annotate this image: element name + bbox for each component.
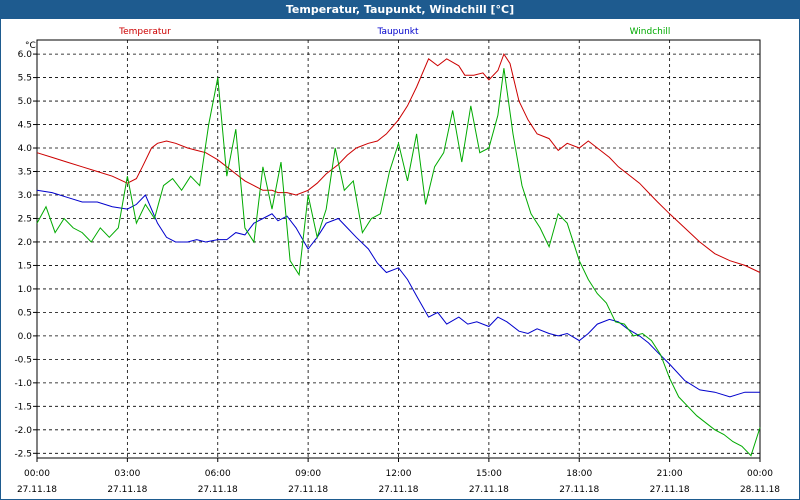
y-tick-label: -1.0 bbox=[14, 379, 32, 389]
legend-taupunkt: Taupunkt bbox=[376, 27, 419, 37]
y-tick-label: -0.5 bbox=[14, 355, 32, 365]
x-tick-date: 27.11.18 bbox=[469, 485, 509, 495]
x-tick-date: 27.11.18 bbox=[107, 485, 147, 495]
window-title: Temperatur, Taupunkt, Windchill [°C] bbox=[1, 1, 799, 19]
y-tick-label: 1.5 bbox=[18, 261, 32, 271]
y-tick-label: 1.0 bbox=[18, 285, 33, 295]
x-tick-time: 12:00 bbox=[386, 469, 412, 479]
x-tick-date: 28.11.18 bbox=[740, 485, 780, 495]
x-tick-time: 00:00 bbox=[747, 469, 773, 479]
y-tick-label: 5.5 bbox=[18, 74, 32, 84]
series-lines bbox=[36, 52, 761, 457]
y-tick-label: 3.0 bbox=[18, 191, 33, 201]
x-tick-time: 06:00 bbox=[205, 469, 231, 479]
y-tick-label: 4.0 bbox=[18, 144, 33, 154]
x-tick-date: 27.11.18 bbox=[559, 485, 599, 495]
x-tick-time: 21:00 bbox=[657, 469, 683, 479]
y-tick-label: 4.5 bbox=[18, 121, 32, 131]
legend-temperatur: Temperatur bbox=[118, 27, 171, 37]
x-tick-time: 15:00 bbox=[476, 469, 502, 479]
y-tick-label: 2.5 bbox=[18, 214, 32, 224]
y-tick-label: 5.0 bbox=[18, 97, 33, 107]
y-tick-label: 0.0 bbox=[18, 332, 33, 342]
y-tick-label: -2.5 bbox=[14, 449, 32, 459]
series-line-temperatur bbox=[36, 52, 761, 273]
series-line-taupunkt bbox=[36, 189, 760, 398]
grid bbox=[37, 40, 760, 458]
x-tick-date: 27.11.18 bbox=[17, 485, 57, 495]
x-tick-date: 27.11.18 bbox=[378, 485, 418, 495]
legend: Temperatur Taupunkt Windchill bbox=[118, 27, 670, 37]
legend-windchill: Windchill bbox=[630, 27, 671, 37]
x-tick-date: 27.11.18 bbox=[198, 485, 238, 495]
x-tick-date: 27.11.18 bbox=[650, 485, 690, 495]
x-tick-time: 18:00 bbox=[566, 469, 592, 479]
x-tick-time: 00:00 bbox=[24, 469, 50, 479]
x-tick-date: 27.11.18 bbox=[288, 485, 328, 495]
y-tick-label: 3.5 bbox=[18, 168, 32, 178]
y-tick-label: -2.0 bbox=[14, 426, 32, 436]
x-tick-time: 09:00 bbox=[295, 469, 321, 479]
y-tick-label: 2.0 bbox=[18, 238, 33, 248]
x-tick-time: 03:00 bbox=[114, 469, 140, 479]
y-tick-label: -1.5 bbox=[14, 402, 32, 412]
series-line-windchill bbox=[36, 68, 761, 457]
y-tick-label: 6.0 bbox=[18, 50, 33, 60]
x-tick-labels: 00:00 27.11.18 03:00 27.11.18 06:00 27.11.18 0… bbox=[17, 458, 780, 495]
y-axis-label: °C bbox=[25, 41, 36, 51]
y-tick-labels: 6.0 5.5 5.0 4.5 4.0 3.5 3.0 2.5 2.0 1.5 1.0 0.5 0.0 -… bbox=[14, 50, 37, 459]
y-tick-label: 0.5 bbox=[18, 308, 32, 318]
